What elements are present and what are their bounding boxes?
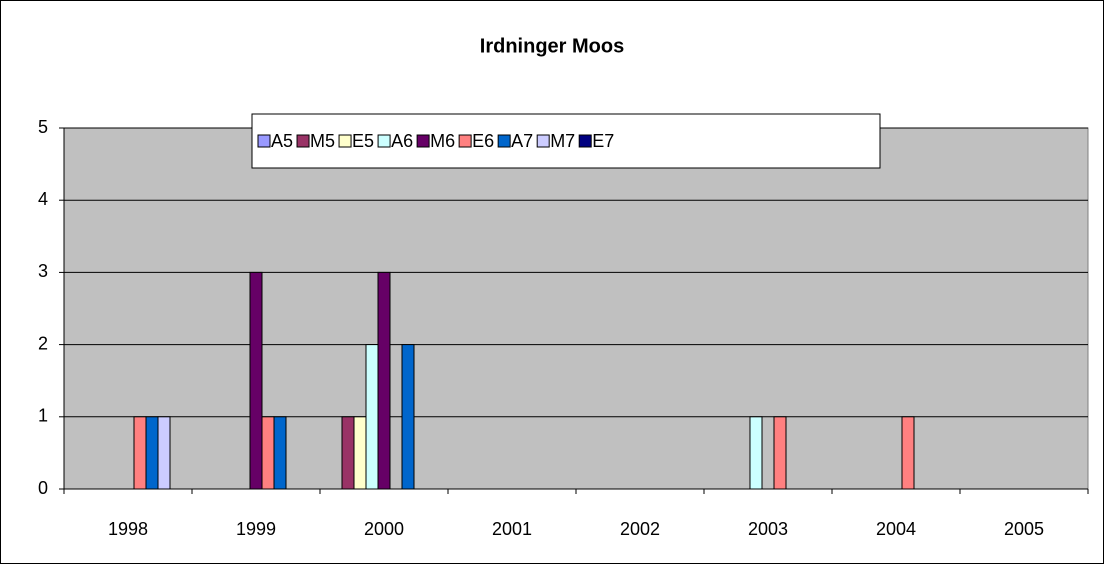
x-tick-label: 1999 bbox=[236, 519, 276, 539]
y-tick-label: 0 bbox=[38, 478, 48, 498]
x-tick-label: 2004 bbox=[876, 519, 916, 539]
legend bbox=[251, 113, 881, 169]
legend-label: A7 bbox=[511, 131, 533, 151]
legend-label: M5 bbox=[310, 131, 335, 151]
x-tick-label: 2000 bbox=[364, 519, 404, 539]
x-tick-label: 1998 bbox=[108, 519, 148, 539]
bar bbox=[249, 271, 263, 490]
bar bbox=[157, 416, 171, 490]
bar bbox=[401, 344, 415, 490]
legend-swatch bbox=[377, 134, 391, 148]
legend-swatch bbox=[536, 134, 550, 148]
y-tick-label: 4 bbox=[38, 189, 48, 209]
bar bbox=[133, 416, 147, 490]
y-tick-label: 1 bbox=[38, 406, 48, 426]
bar bbox=[749, 416, 763, 490]
legend-label: M6 bbox=[430, 131, 455, 151]
legend-label: M7 bbox=[550, 131, 575, 151]
bar bbox=[145, 416, 159, 490]
legend-label: E5 bbox=[352, 131, 374, 151]
legend-label: E7 bbox=[592, 131, 614, 151]
x-tick-label: 2005 bbox=[1004, 519, 1044, 539]
legend-swatch bbox=[458, 134, 472, 148]
bar bbox=[341, 416, 355, 490]
legend-swatch bbox=[416, 134, 430, 148]
legend-swatch bbox=[497, 134, 511, 148]
legend-swatch bbox=[296, 134, 310, 148]
bar bbox=[365, 344, 379, 490]
bar bbox=[261, 416, 275, 490]
y-tick-label: 5 bbox=[38, 117, 48, 137]
legend-label: E6 bbox=[472, 131, 494, 151]
bar bbox=[901, 416, 915, 490]
x-tick-label: 2002 bbox=[620, 519, 660, 539]
y-tick-label: 2 bbox=[38, 333, 48, 353]
bar bbox=[353, 416, 367, 490]
legend-swatch bbox=[338, 134, 352, 148]
bar bbox=[377, 271, 391, 490]
x-tick-label: 2003 bbox=[748, 519, 788, 539]
legend-swatch bbox=[257, 134, 271, 148]
bar bbox=[773, 416, 787, 490]
y-tick-label: 3 bbox=[38, 261, 48, 281]
legend-label: A5 bbox=[271, 131, 293, 151]
legend-label: A6 bbox=[391, 131, 413, 151]
x-tick-label: 2001 bbox=[492, 519, 532, 539]
bar bbox=[273, 416, 287, 490]
plot-area bbox=[63, 127, 1089, 490]
chart-title: Irdninger Moos bbox=[480, 35, 624, 57]
legend-swatch bbox=[578, 134, 592, 148]
